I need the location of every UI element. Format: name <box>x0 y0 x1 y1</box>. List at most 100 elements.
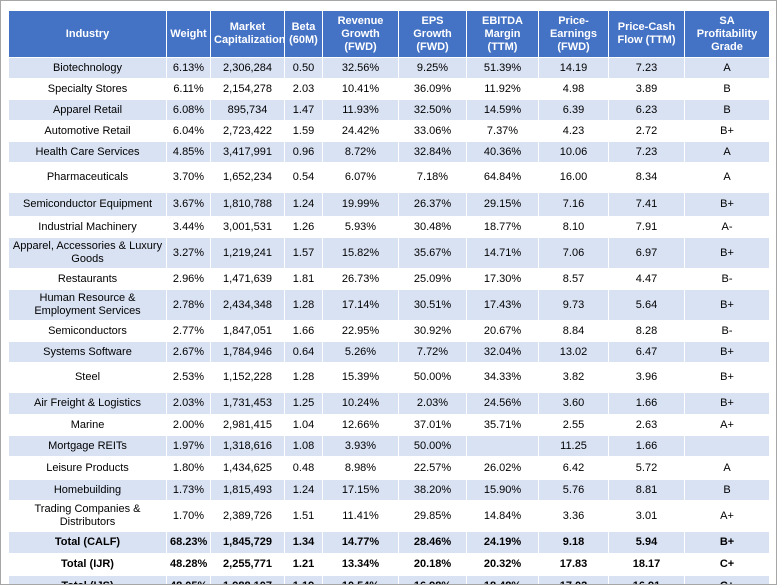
value-cell: 18.48% <box>466 575 539 584</box>
value-cell: 32.84% <box>398 141 467 163</box>
value-cell: B- <box>684 268 770 290</box>
value-cell: 1.21 <box>284 553 323 576</box>
industry-cell: Total (IJR) <box>8 553 167 576</box>
value-cell: 7.16 <box>538 192 609 217</box>
industry-cell: Industrial Machinery <box>8 216 167 238</box>
value-cell: 3.82 <box>538 362 609 393</box>
value-cell: B- <box>684 320 770 342</box>
value-cell: 1,845,729 <box>210 531 285 554</box>
industry-cell: Leisure Products <box>8 456 167 480</box>
data-row: Air Freight & Logistics 2.03% 1,731,453 1.2… <box>8 392 770 415</box>
value-cell: 0.54 <box>284 162 323 193</box>
value-cell: 6.39 <box>538 99 609 121</box>
value-cell: 2.77% <box>166 320 211 342</box>
value-cell: 0.48 <box>284 456 323 480</box>
value-cell: 20.18% <box>398 553 467 576</box>
value-cell: 7.41 <box>608 192 685 217</box>
table-body: Biotechnology 6.13% 2,306,284 0.50 32.56% 9.2… <box>8 57 770 584</box>
header-cell: SA Profitability Grade <box>684 10 770 58</box>
value-cell: 3.36 <box>538 500 609 532</box>
data-row: Human Resource & Employment Services 2.78… <box>8 289 770 321</box>
value-cell: 3.44% <box>166 216 211 238</box>
value-cell: 14.84% <box>466 500 539 532</box>
value-cell: 8.57 <box>538 268 609 290</box>
value-cell: 8.34 <box>608 162 685 193</box>
value-cell: 40.36% <box>466 141 539 163</box>
value-cell: 3,001,531 <box>210 216 285 238</box>
value-cell: 7.18% <box>398 162 467 193</box>
value-cell: 5.93% <box>322 216 399 238</box>
value-cell: 34.33% <box>466 362 539 393</box>
value-cell <box>466 435 539 457</box>
data-row: Semiconductor Equipment 3.67% 1,810,788 1.2… <box>8 192 770 217</box>
value-cell: 4.98 <box>538 78 609 100</box>
total-row: Total (IJS)48.05%1,988,1071.1910.54%16.9… <box>8 575 770 584</box>
data-row: Pharmaceuticals 3.70% 1,652,234 0.54 6.07% 7.… <box>8 162 770 193</box>
data-row: Mortgage REITs 1.97% 1,318,616 1.08 3.93% 50.… <box>8 435 770 457</box>
industry-cell: Total (IJS) <box>8 575 167 584</box>
value-cell: C+ <box>684 553 770 576</box>
value-cell: 19.99% <box>322 192 399 217</box>
value-cell: 7.23 <box>608 141 685 163</box>
value-cell: 6.08% <box>166 99 211 121</box>
value-cell: 17.14% <box>322 289 399 321</box>
value-cell: B+ <box>684 120 770 142</box>
value-cell: 15.39% <box>322 362 399 393</box>
industry-cell: Pharmaceuticals <box>8 162 167 193</box>
header-cell: EPS Growth (FWD) <box>398 10 467 58</box>
value-cell: 51.39% <box>466 57 539 79</box>
value-cell: 1.19 <box>284 575 323 584</box>
value-cell: B+ <box>684 237 770 269</box>
value-cell: 29.85% <box>398 500 467 532</box>
value-cell: 11.92% <box>466 78 539 100</box>
value-cell: 0.50 <box>284 57 323 79</box>
value-cell: 1.97% <box>166 435 211 457</box>
value-cell: B <box>684 78 770 100</box>
value-cell: 17.30% <box>466 268 539 290</box>
value-cell: 48.28% <box>166 553 211 576</box>
value-cell: 2.78% <box>166 289 211 321</box>
value-cell: 0.96 <box>284 141 323 163</box>
value-cell: 22.95% <box>322 320 399 342</box>
value-cell: 5.76 <box>538 479 609 501</box>
value-cell: 1.28 <box>284 362 323 393</box>
data-row: Biotechnology 6.13% 2,306,284 0.50 32.56% 9.2… <box>8 57 770 79</box>
value-cell: 9.73 <box>538 289 609 321</box>
value-cell: 2.00% <box>166 414 211 436</box>
value-cell: 2,306,284 <box>210 57 285 79</box>
industry-cell: Health Care Services <box>8 141 167 163</box>
industry-cell: Total (CALF) <box>8 531 167 554</box>
header-cell: Market Capitalization <box>210 10 285 58</box>
value-cell: 24.42% <box>322 120 399 142</box>
value-cell: 1.04 <box>284 414 323 436</box>
value-cell: 35.71% <box>466 414 539 436</box>
value-cell: 4.85% <box>166 141 211 163</box>
value-cell: 1.80% <box>166 456 211 480</box>
value-cell: 2.67% <box>166 341 211 363</box>
value-cell: 6.13% <box>166 57 211 79</box>
industry-cell: Air Freight & Logistics <box>8 392 167 415</box>
value-cell: 1.28 <box>284 289 323 321</box>
value-cell: 36.09% <box>398 78 467 100</box>
header-cell: Price-Earnings (FWD) <box>538 10 609 58</box>
value-cell: 1.73% <box>166 479 211 501</box>
value-cell: B+ <box>684 362 770 393</box>
value-cell: 7.72% <box>398 341 467 363</box>
industry-cell: Mortgage REITs <box>8 435 167 457</box>
value-cell: A+ <box>684 500 770 532</box>
value-cell: 14.59% <box>466 99 539 121</box>
value-cell: 28.46% <box>398 531 467 554</box>
value-cell: 8.28 <box>608 320 685 342</box>
value-cell: 11.41% <box>322 500 399 532</box>
value-cell: 4.47 <box>608 268 685 290</box>
value-cell: 1,318,616 <box>210 435 285 457</box>
value-cell: 3.60 <box>538 392 609 415</box>
value-cell: 6.07% <box>322 162 399 193</box>
value-cell: 3,417,991 <box>210 141 285 163</box>
value-cell: 6.04% <box>166 120 211 142</box>
value-cell: 5.64 <box>608 289 685 321</box>
header-cell: Revenue Growth (FWD) <box>322 10 399 58</box>
value-cell: 13.02 <box>538 341 609 363</box>
value-cell: 14.71% <box>466 237 539 269</box>
value-cell: 17.43% <box>466 289 539 321</box>
